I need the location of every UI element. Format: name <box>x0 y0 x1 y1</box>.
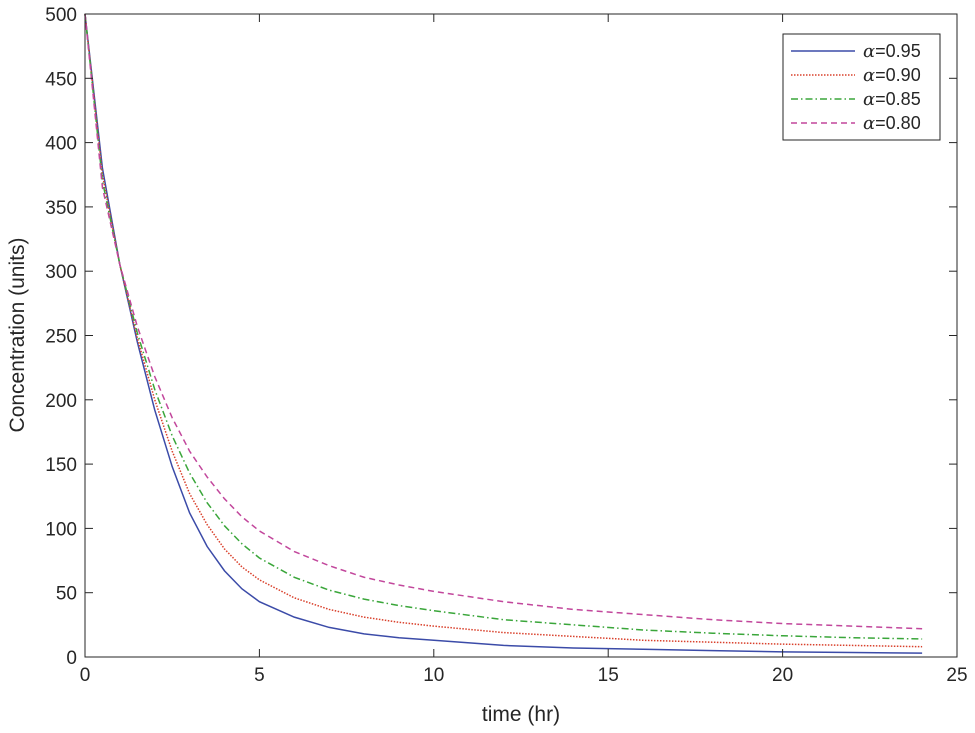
legend-value: =0.95 <box>875 41 921 61</box>
y-tick-label: 0 <box>66 648 77 669</box>
y-tick-label: 300 <box>45 262 77 283</box>
series-line-3 <box>84 13 923 640</box>
series-layer <box>84 13 923 654</box>
x-tick-label: 25 <box>946 665 967 686</box>
y-tick-label: 500 <box>45 5 77 26</box>
legend-value: =0.90 <box>875 65 921 85</box>
x-tick-label: 10 <box>423 665 444 686</box>
x-tick-label: 15 <box>598 665 619 686</box>
x-axis-title: time (hr) <box>482 703 560 726</box>
y-tick-label: 100 <box>45 519 77 540</box>
legend-label-3: α=0.85 <box>863 89 921 110</box>
x-tick-label: 5 <box>254 665 265 686</box>
legend-label-4: α=0.80 <box>863 113 921 134</box>
legend-value: =0.85 <box>875 89 921 109</box>
y-tick-label: 150 <box>45 455 77 476</box>
legend-label-2: α=0.90 <box>863 65 921 86</box>
legend: α=0.95α=0.90α=0.85α=0.80 <box>782 33 941 141</box>
series-line-1 <box>84 13 923 654</box>
legend-label-1: α=0.95 <box>863 41 921 62</box>
series-line-2 <box>84 13 923 648</box>
legend-alpha-symbol: α <box>863 65 875 86</box>
legend-alpha-symbol: α <box>863 41 875 62</box>
y-tick-label: 50 <box>56 584 77 605</box>
legend-alpha-symbol: α <box>863 113 875 134</box>
y-tick-label: 350 <box>45 198 77 219</box>
y-tick-label: 200 <box>45 391 77 412</box>
y-axis-title: Concentration (units) <box>6 238 29 433</box>
y-tick-label: 450 <box>45 69 77 90</box>
x-tick-label: 0 <box>80 665 91 686</box>
y-tick-label: 250 <box>45 327 77 348</box>
series-line-4 <box>84 13 923 630</box>
legend-value: =0.80 <box>875 113 921 133</box>
legend-alpha-symbol: α <box>863 89 875 110</box>
x-tick-label: 20 <box>772 665 793 686</box>
y-tick-label: 400 <box>45 134 77 155</box>
